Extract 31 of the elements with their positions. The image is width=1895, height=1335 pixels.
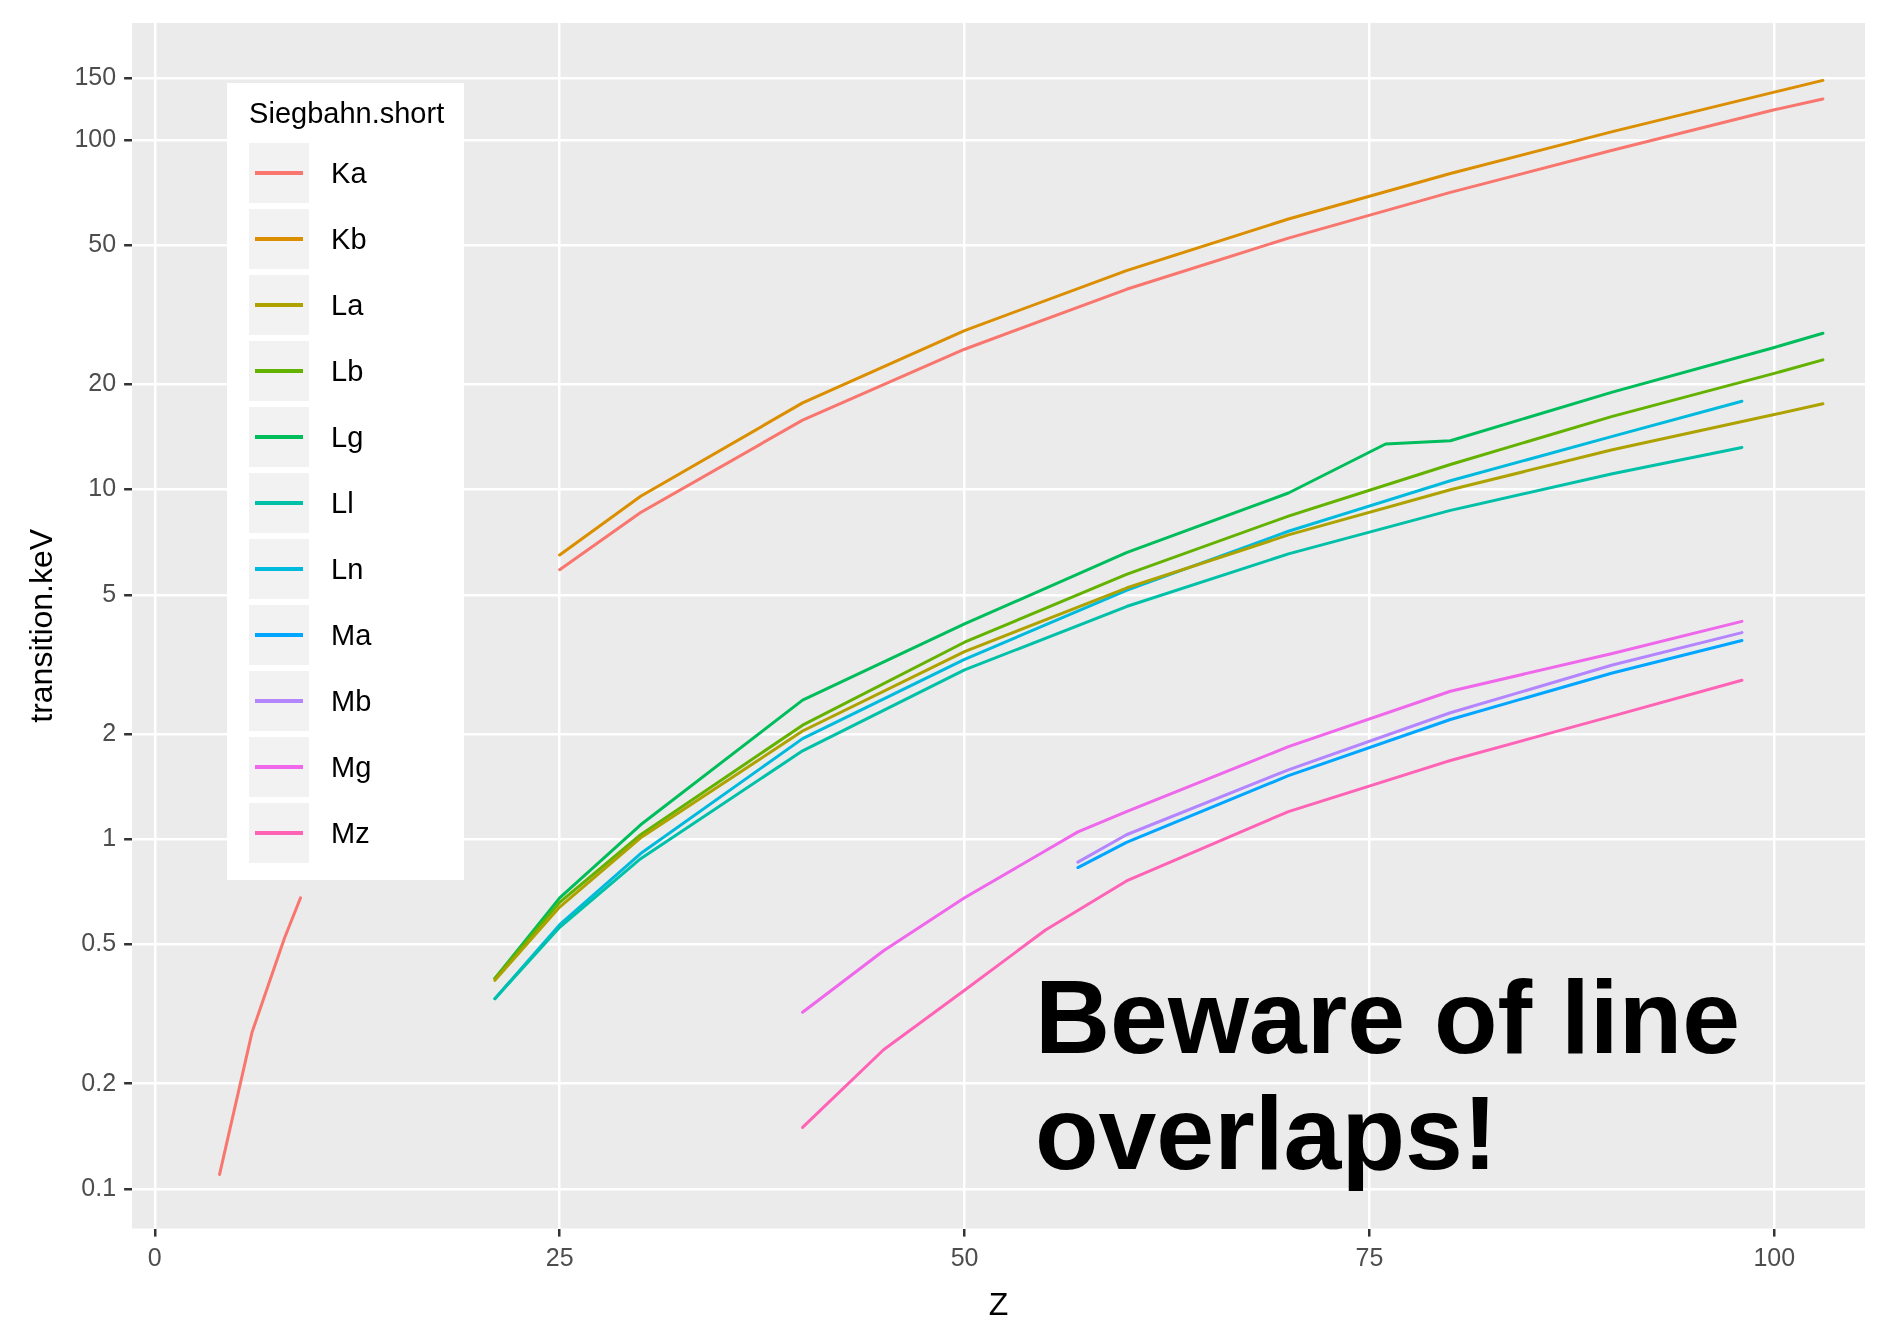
x-tick-label: 75 [1355,1243,1384,1272]
legend-label: Ll [331,486,354,520]
y-tick-label: 150 [74,62,117,91]
legend-label: Mz [331,816,370,850]
x-axis-title: Z [988,1285,1009,1322]
x-tick-label: 100 [1753,1243,1796,1272]
x-tick-label: 0 [147,1243,162,1272]
y-tick-label: 50 [88,229,117,258]
legend-label: Ln [331,552,364,586]
y-tick-label: 0.2 [81,1067,117,1096]
y-tick-label: 0.5 [81,928,117,957]
annotation: Beware of line overlaps! [1035,958,1742,1192]
y-tick-label: 100 [74,123,117,152]
y-tick-label: 10 [88,473,117,502]
y-tick-label: 1 [102,823,117,852]
legend-title: Siegbahn.short [249,97,445,130]
legend-label: Kb [331,222,367,256]
y-tick-label: 2 [102,717,117,746]
legend-label: Ma [331,618,372,652]
legend-label: Mg [331,750,372,784]
legend-label: Lb [331,354,364,388]
y-tick-label: 20 [88,368,117,397]
legend-label: Mb [331,684,372,718]
x-tick-label: 25 [545,1243,574,1272]
legend-label: La [331,288,364,322]
y-tick-label: 5 [102,578,117,607]
x-tick-label: 50 [950,1243,979,1272]
legend-label: Lg [331,420,364,454]
legend-label: Ka [331,156,367,190]
y-tick-label: 0.1 [81,1172,117,1201]
y-axis-title: transition.keV [23,528,60,723]
